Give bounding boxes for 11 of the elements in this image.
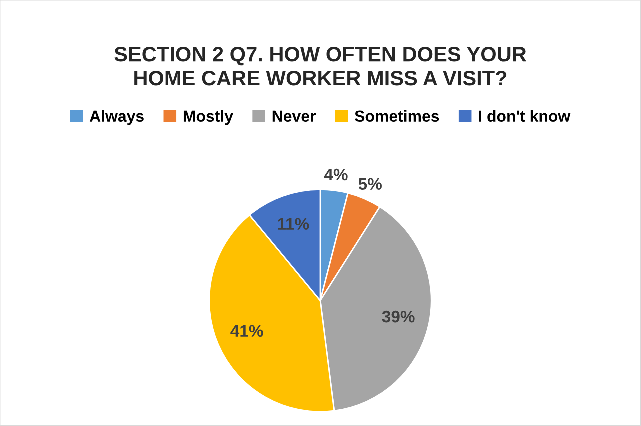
data-label: 4% [324,168,348,181]
data-label: 41% [230,325,264,338]
legend-label: Never [272,110,316,122]
legend-label: Mostly [184,110,234,126]
chart-title: SECTION 2 Q7. HOW OFTEN DOES YOUR HOME CARE WORKER MISS A VISIT? [114,47,527,86]
data-label: 11% [278,218,310,230]
legend-label: Always [90,110,144,126]
legend-label: Sometimes [355,110,440,122]
legend-label: I don't know [479,110,571,122]
data-label: 5% [358,178,382,190]
data-label: 39% [382,310,415,323]
